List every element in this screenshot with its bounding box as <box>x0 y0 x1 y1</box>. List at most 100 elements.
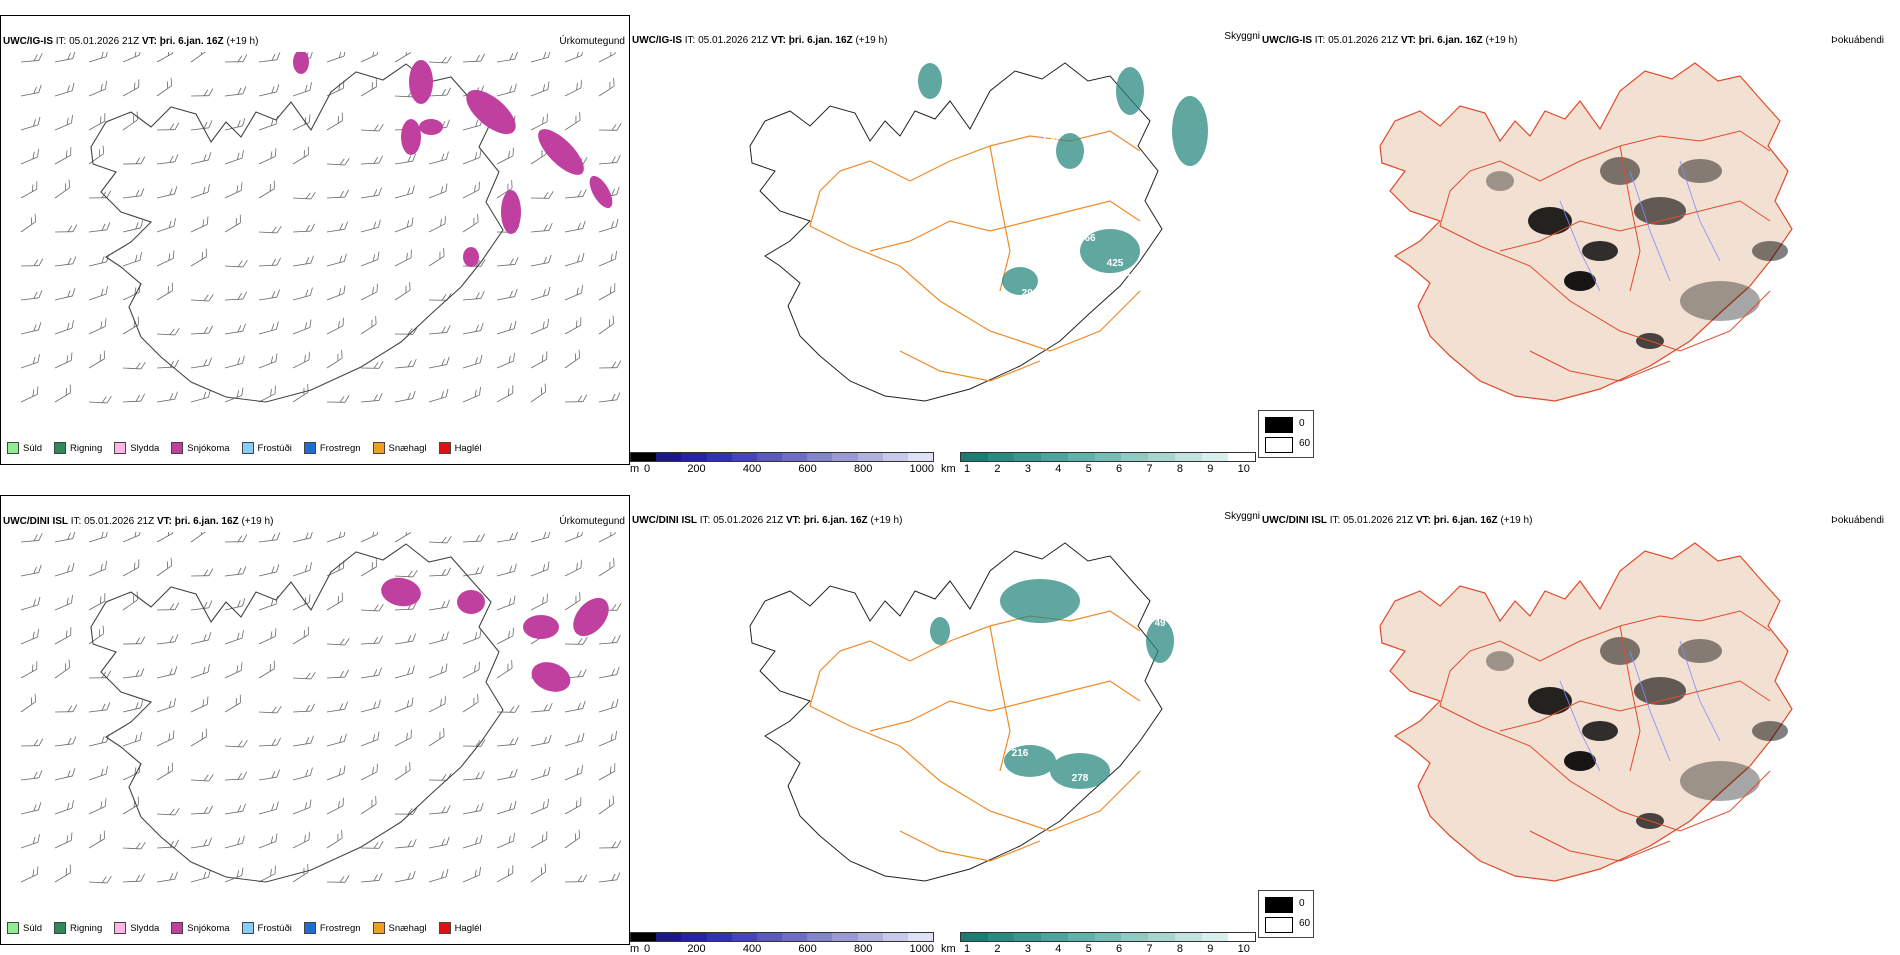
wind-barb <box>189 870 212 882</box>
legend-swatch <box>439 922 451 934</box>
snow-patch <box>585 172 617 211</box>
wind-barb <box>255 661 277 678</box>
wind-barb <box>528 799 551 814</box>
wind-barb <box>187 729 209 746</box>
wind-barb <box>596 532 619 542</box>
wind-barb <box>122 188 145 198</box>
wind-barb <box>87 766 110 780</box>
fog-patch <box>1752 721 1788 741</box>
wind-barb <box>562 765 585 780</box>
wind-barb <box>120 559 143 576</box>
wind-barb <box>463 534 485 542</box>
wind-barb <box>358 732 381 746</box>
wind-barb <box>121 700 144 712</box>
wind-barb <box>51 660 73 678</box>
field-name: Skyggni <box>1224 511 1260 522</box>
wind-barb <box>291 288 314 300</box>
wind-barb <box>289 627 311 644</box>
colorbar-step <box>1014 453 1041 461</box>
wind-barb <box>86 798 109 814</box>
legend-item: Snjókoma <box>171 442 229 454</box>
wind-barb <box>460 182 483 198</box>
legend-label: Frostregn <box>320 443 361 454</box>
legend-swatch <box>242 922 254 934</box>
wind-barb <box>361 603 383 611</box>
snow-patch <box>457 590 485 614</box>
wind-barb <box>529 287 552 300</box>
height-label: 156 <box>1042 133 1059 144</box>
colorbar-tick: 400 <box>743 463 761 475</box>
colorbar-tick: 1 <box>964 943 970 955</box>
wind-barb <box>599 361 621 368</box>
wind-barb <box>53 83 76 96</box>
wind-barb <box>530 255 553 266</box>
low-vis-patch <box>1056 133 1084 169</box>
wind-barb <box>357 559 379 576</box>
wind-barb <box>393 186 416 198</box>
wind-barb <box>86 81 109 96</box>
wind-barb <box>156 154 179 164</box>
wind-barb <box>223 598 246 610</box>
map-precip-type <box>1 532 629 917</box>
wind-barb <box>429 55 451 63</box>
wind-barb <box>153 283 175 300</box>
legend-label: Rigning <box>70 443 102 454</box>
wind-barb <box>460 387 483 402</box>
wind-barb <box>359 220 382 232</box>
wind-barb <box>360 188 383 198</box>
wind-barb <box>156 872 179 882</box>
wind-barb <box>561 592 583 610</box>
wind-barb <box>325 734 348 746</box>
legend-item: Haglél <box>439 922 482 934</box>
wind-barb <box>191 806 213 814</box>
wind-barb <box>123 637 145 644</box>
colorbar-step <box>832 453 857 461</box>
legend-swatch <box>114 922 126 934</box>
wind-barb <box>120 79 143 96</box>
height-label: 176 <box>1127 273 1144 284</box>
wind-barb <box>428 805 451 814</box>
wind-barb <box>564 189 587 198</box>
height-label: 48 <box>1099 173 1111 184</box>
iceland-outline <box>91 64 503 402</box>
wind-barb <box>19 597 42 610</box>
wind-barb <box>53 800 76 814</box>
legend-swatch <box>171 922 183 934</box>
wind-barb <box>429 535 451 543</box>
wind-barb <box>392 250 415 266</box>
colorbar-tick: 1000 <box>910 943 934 955</box>
iceland-land <box>1380 543 1792 881</box>
panel-title: UWC/IG-IS IT: 05.01.2026 21Z VT: þri. 6.… <box>1262 35 1517 46</box>
wind-barb <box>565 637 587 644</box>
wind-barb <box>89 191 111 198</box>
wind-barb <box>224 86 247 96</box>
wind-barb <box>595 796 617 814</box>
wind-barb <box>222 388 245 402</box>
wind-barb <box>462 291 485 300</box>
visibility-colorbar <box>960 932 1256 942</box>
wind-barb <box>119 592 141 610</box>
wind-barb <box>19 354 42 368</box>
wind-barb <box>53 768 76 780</box>
wind-barb <box>18 149 41 164</box>
height-unit: m <box>630 463 639 475</box>
snow-patch <box>409 60 433 104</box>
height-label: 216 <box>1012 748 1029 759</box>
height-label: 156 <box>1102 743 1119 754</box>
wind-barb <box>291 562 314 576</box>
wind-barb <box>191 326 213 334</box>
wind-barb <box>324 318 347 334</box>
colorbar-step <box>961 453 988 461</box>
wind-barb <box>257 802 280 814</box>
fog-low-swatch <box>1265 917 1293 933</box>
wind-barb <box>392 730 415 746</box>
wind-barb <box>54 52 77 62</box>
panel-visibility-row1: UWC/IG-IS IT: 05.01.2026 21Z VT: þri. 6.… <box>630 15 1260 465</box>
wind-barb <box>256 628 279 644</box>
legend-swatch <box>373 922 385 934</box>
colorbar-step <box>908 453 933 461</box>
legend-item: Snæhagl <box>373 922 427 934</box>
